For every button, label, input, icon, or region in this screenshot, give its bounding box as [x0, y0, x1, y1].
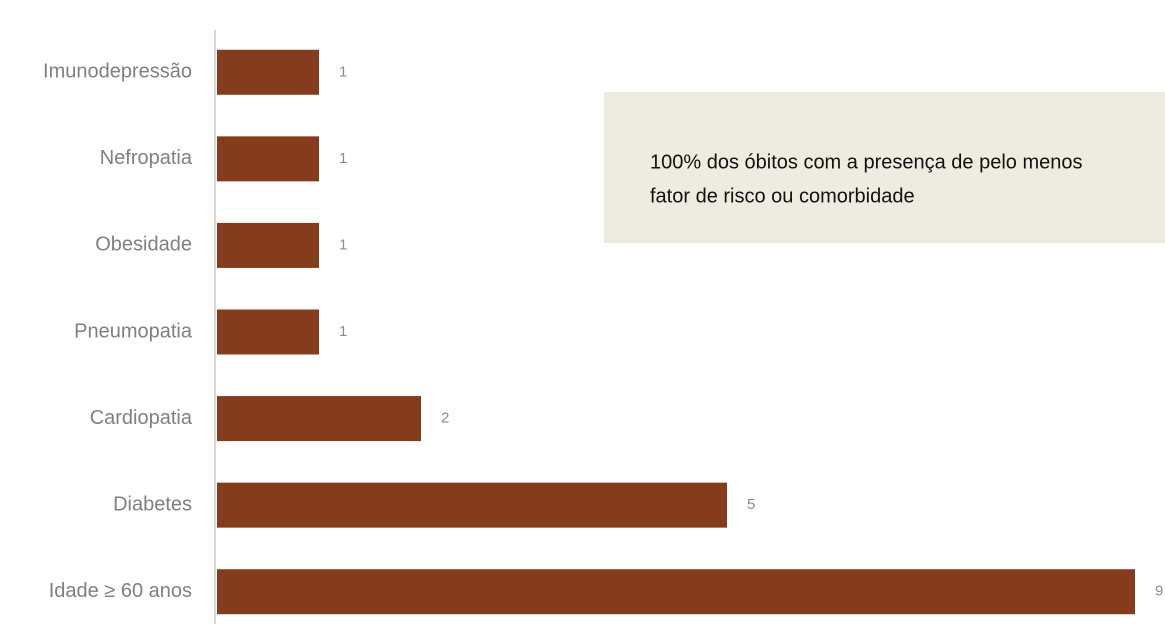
y-tick-label: Obesidade: [95, 234, 192, 256]
y-tick-label: Pneumopatia: [74, 320, 193, 342]
bar: [217, 309, 319, 355]
annotation-text: fator de risco ou comorbidade: [650, 185, 915, 207]
y-tick-label: Cardiopatia: [90, 407, 193, 429]
y-tick-label: Nefropatia: [100, 147, 193, 169]
y-tick-label: Diabetes: [113, 493, 192, 515]
bar: [217, 222, 319, 268]
bar: [217, 482, 727, 528]
value-label: 1: [339, 323, 347, 340]
y-tick-label: Imunodepressão: [43, 61, 192, 83]
bar: [217, 396, 421, 442]
value-label: 1: [339, 236, 347, 253]
y-tick-label: Idade ≥ 60 anos: [49, 580, 192, 602]
annotation-box: [604, 92, 1165, 243]
value-label: 9: [1155, 583, 1163, 600]
bar: [217, 569, 1135, 615]
value-label: 1: [339, 63, 347, 80]
value-label: 5: [747, 496, 755, 513]
value-label: 1: [339, 150, 347, 167]
bar: [217, 49, 319, 95]
bar: [217, 136, 319, 182]
value-label: 2: [441, 410, 449, 427]
annotation-text: 100% dos óbitos com a presença de pelo m…: [650, 151, 1083, 173]
